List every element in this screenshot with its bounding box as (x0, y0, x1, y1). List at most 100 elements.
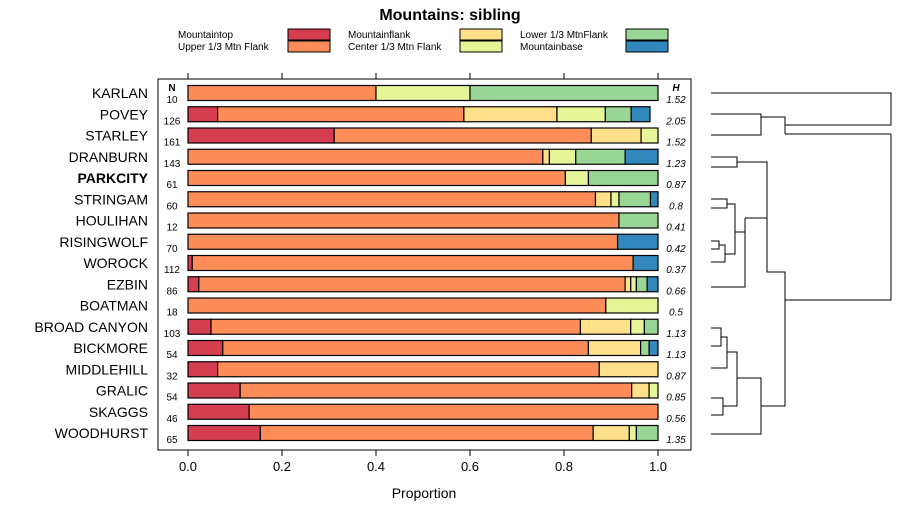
bar-segment (333, 127, 592, 144)
bar-segment (635, 424, 659, 442)
x-tick-label: 0.0 (179, 459, 197, 474)
bar-segment (635, 276, 648, 293)
dendrogram-branch (727, 203, 736, 232)
row-n: 70 (166, 244, 178, 255)
row-label: BROAD CANYON (34, 319, 148, 335)
dendrogram-branch (711, 198, 728, 209)
legend-swatch (459, 40, 503, 53)
legend-label: Center 1/3 Mtn Flank (348, 42, 442, 53)
dendrogram-branch (711, 156, 738, 168)
row-label: PARKCITY (77, 170, 148, 186)
row-h: 0.87 (666, 371, 686, 382)
row-h: 1.35 (666, 435, 686, 446)
plot-frame (157, 78, 692, 451)
bar-segment (187, 339, 224, 357)
bar-segment (605, 297, 659, 314)
legend-swatch (625, 28, 669, 41)
bar-segment (618, 212, 659, 229)
bar-segment (187, 403, 250, 420)
bar-segment (463, 106, 558, 123)
bar-segment (239, 382, 633, 399)
dendrogram-branch (735, 218, 746, 233)
dendrogram-branch (711, 244, 726, 263)
row-n: 126 (164, 116, 181, 127)
x-tick-label: 0.6 (461, 459, 479, 474)
bar-segment (631, 382, 650, 399)
row-h: 0.5 (669, 308, 683, 319)
bar-segment (587, 169, 659, 187)
bar-segment (548, 148, 577, 165)
n-header: N (168, 83, 175, 94)
bar-segment (630, 276, 637, 293)
x-tick-label: 0.8 (555, 459, 573, 474)
bar-segment (624, 148, 659, 165)
chart-title: Mountains: sibling (379, 7, 520, 24)
dendrogram-branch (711, 117, 762, 136)
bar-segment (187, 318, 212, 335)
bar-segment (542, 148, 551, 165)
bar-segment (187, 254, 193, 272)
bar-segment (624, 276, 632, 293)
row-n: 161 (164, 138, 181, 149)
bar-rows: KARLAN 10 1.52 POVEY 126 2.05 STARLEY 161 1.52 DR… (34, 84, 686, 446)
bar-segment (210, 318, 582, 335)
dendrogram-branch (711, 397, 724, 416)
row-h: 0.41 (666, 223, 685, 234)
row-h: 0.42 (666, 244, 686, 255)
row-label: RISINGWOLF (59, 234, 148, 250)
row-n: 103 (164, 329, 181, 340)
bar-segment (191, 254, 634, 272)
row-n: 60 (166, 201, 178, 212)
dendrogram (711, 92, 892, 435)
row-h: 0.56 (666, 414, 686, 425)
bar-segment (187, 106, 219, 123)
h-header: H (672, 83, 680, 94)
dendrogram-branch (711, 336, 728, 369)
row-n: 61 (166, 180, 178, 191)
row-label: WOROCK (83, 255, 148, 271)
x-tick-label: 0.4 (367, 459, 385, 474)
row-n: 46 (166, 414, 178, 425)
dendrogram-branch (711, 113, 786, 134)
row-n: 143 (164, 159, 181, 170)
dendrogram-branch (723, 378, 738, 407)
row-label: BOATMAN (80, 298, 148, 314)
dendrogram-branch (711, 240, 720, 250)
dendrogram-branch (727, 351, 738, 378)
row-label: POVEY (100, 106, 149, 122)
row-label: BICKMORE (73, 340, 148, 356)
bar-segment (469, 84, 659, 102)
bar-segment (556, 106, 606, 123)
row-n: 86 (166, 286, 178, 297)
bar-segment (187, 361, 219, 378)
bar-segment (646, 276, 659, 293)
bar-segment (610, 191, 620, 208)
bar-segment (630, 106, 651, 123)
bar-segment (217, 361, 600, 378)
dendrogram-branch (761, 348, 786, 407)
row-label: STRINGAM (74, 191, 148, 207)
bar-segment (648, 382, 659, 399)
bar-segment (594, 191, 612, 208)
bar-segment (630, 318, 645, 335)
bar-segment (187, 424, 261, 442)
row-h: 1.52 (666, 95, 686, 106)
bar-segment (643, 318, 659, 335)
dendrogram-branch (711, 92, 892, 126)
bar-segment (217, 106, 465, 123)
row-n: 32 (166, 371, 178, 382)
row-h: 0.8 (669, 201, 683, 212)
bar-segment (628, 424, 637, 442)
row-label: WOODHURST (55, 425, 149, 441)
row-n: 10 (166, 95, 178, 106)
row-label: SKAGGS (89, 404, 148, 420)
bar-segment (198, 276, 626, 293)
bar-segment (187, 148, 544, 165)
row-n: 65 (166, 435, 178, 446)
row-h: 0.85 (666, 393, 686, 404)
dendrogram-branch (766, 190, 786, 348)
bar-segment (187, 169, 567, 187)
bar-segment (222, 339, 590, 357)
bar-segment (604, 106, 632, 123)
bar-segment (616, 233, 659, 250)
